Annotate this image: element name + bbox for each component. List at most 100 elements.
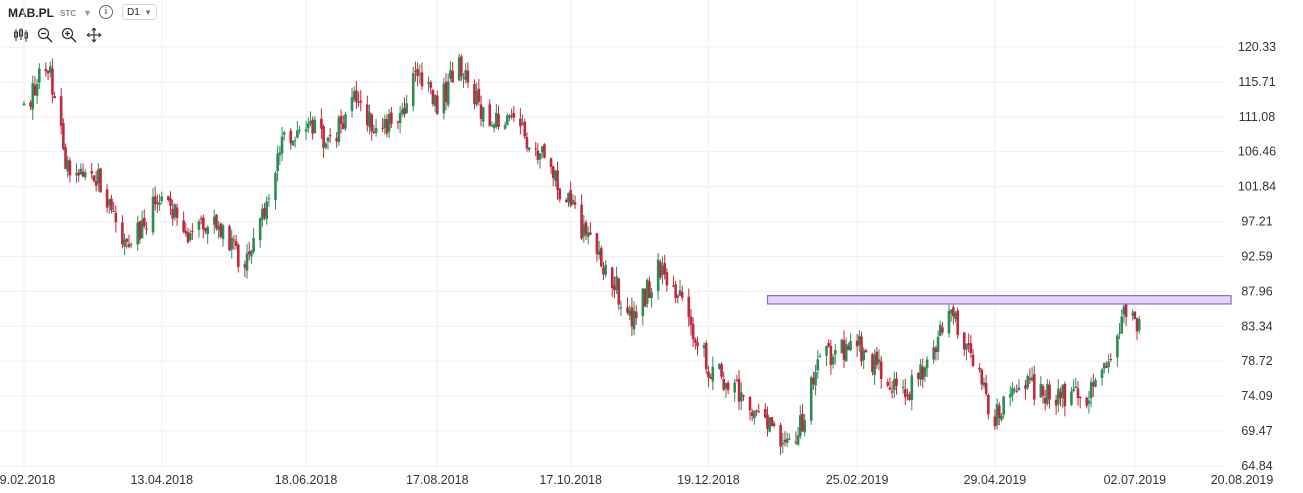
candle-body xyxy=(888,387,892,390)
candle-body xyxy=(1024,385,1027,389)
candle-up xyxy=(267,193,271,207)
candle-down xyxy=(997,402,1001,426)
candle-body xyxy=(339,116,343,124)
timeframe-select[interactable]: D1 ▼ xyxy=(122,4,157,20)
candle-body xyxy=(978,367,981,370)
candle-body xyxy=(1043,397,1047,404)
zoom-in-icon[interactable] xyxy=(61,27,77,43)
candle-body xyxy=(523,121,527,137)
candle-body xyxy=(350,97,354,112)
candle-down xyxy=(610,266,614,297)
candle-body xyxy=(1046,384,1049,404)
candle-up xyxy=(427,76,430,92)
candle-body xyxy=(337,117,341,142)
candle-body xyxy=(77,172,80,176)
candle-body xyxy=(676,295,680,298)
candle-body xyxy=(490,125,494,127)
candle-up xyxy=(97,163,100,192)
candle-body xyxy=(567,192,570,203)
candle-down xyxy=(735,374,739,382)
candle-up xyxy=(83,168,87,181)
candle-up xyxy=(1046,379,1049,407)
candle-down xyxy=(92,175,96,183)
candle-body xyxy=(735,380,739,382)
candle-down xyxy=(696,336,699,356)
symbol-label[interactable]: MAB.PL xyxy=(8,6,54,20)
candle-down xyxy=(355,80,358,109)
candle-down xyxy=(895,372,898,395)
candle-body xyxy=(265,201,269,220)
candle-body xyxy=(901,386,905,388)
candle-body xyxy=(1092,382,1095,387)
candle-down xyxy=(169,191,172,215)
candle-body xyxy=(387,114,391,132)
candle-body xyxy=(783,439,787,442)
candle-down xyxy=(366,95,369,132)
candle-body xyxy=(650,292,653,299)
candle-body xyxy=(158,202,161,206)
candle-body xyxy=(291,140,295,146)
candle-up xyxy=(107,198,111,214)
y-tick-label: 106.46 xyxy=(1238,145,1276,159)
candle-up xyxy=(938,320,942,337)
candle-body xyxy=(630,307,634,327)
candle-body xyxy=(398,113,402,124)
candle-down xyxy=(772,420,776,428)
candle-body xyxy=(462,77,465,79)
candle-up xyxy=(326,136,330,150)
candle-down xyxy=(704,340,708,375)
candle-up xyxy=(313,115,317,134)
candle-body xyxy=(796,435,800,445)
candle-up xyxy=(1017,379,1021,391)
candle-down xyxy=(99,167,102,193)
candle-down xyxy=(763,403,767,419)
candle-up xyxy=(383,114,387,135)
candle-down xyxy=(243,260,247,278)
candle-down xyxy=(980,368,984,391)
candle-down xyxy=(536,142,540,165)
symbol-dropdown-icon[interactable]: ▼ xyxy=(83,8,92,18)
candle-down xyxy=(687,288,691,327)
candle-up xyxy=(398,105,402,134)
candle-down xyxy=(757,403,761,413)
candle-up xyxy=(261,203,264,227)
candle-down xyxy=(311,116,314,140)
candle-down xyxy=(263,202,266,221)
candle-up xyxy=(925,356,929,377)
candle-up xyxy=(282,131,286,141)
candle-body xyxy=(188,233,192,241)
candle-down xyxy=(543,143,546,159)
candle-body xyxy=(962,332,966,350)
candle-body xyxy=(416,68,419,77)
candle-down xyxy=(199,215,203,225)
candle-up xyxy=(1008,385,1012,407)
zoom-out-icon[interactable] xyxy=(37,27,53,43)
candle-body xyxy=(814,372,817,386)
candle-body xyxy=(324,143,328,148)
candle-down xyxy=(232,235,236,251)
candles-icon[interactable] xyxy=(13,27,29,43)
info-icon[interactable]: i xyxy=(99,5,113,19)
candle-down xyxy=(1054,394,1058,415)
pan-icon[interactable] xyxy=(86,27,102,43)
candle-down xyxy=(556,161,559,200)
candle-down xyxy=(153,186,157,211)
candle-body xyxy=(247,251,251,255)
candle-up xyxy=(597,240,601,260)
candle-up xyxy=(833,343,837,365)
candle-down xyxy=(77,169,80,182)
candle-down xyxy=(707,365,710,388)
candle-down xyxy=(569,181,572,208)
candle-body xyxy=(261,208,264,221)
candle-body xyxy=(726,382,730,391)
candle-body xyxy=(599,248,603,267)
price-axis: 120.33 115.71 111.08 106.46 101.84 97.21 92.59… xyxy=(1238,40,1276,473)
candle-down xyxy=(1076,381,1080,406)
candle-up xyxy=(796,427,800,446)
candle-up xyxy=(615,266,618,295)
candle-down xyxy=(1078,396,1082,409)
candle-up xyxy=(949,309,953,322)
candle-body xyxy=(276,153,279,172)
candle-body xyxy=(971,354,975,366)
